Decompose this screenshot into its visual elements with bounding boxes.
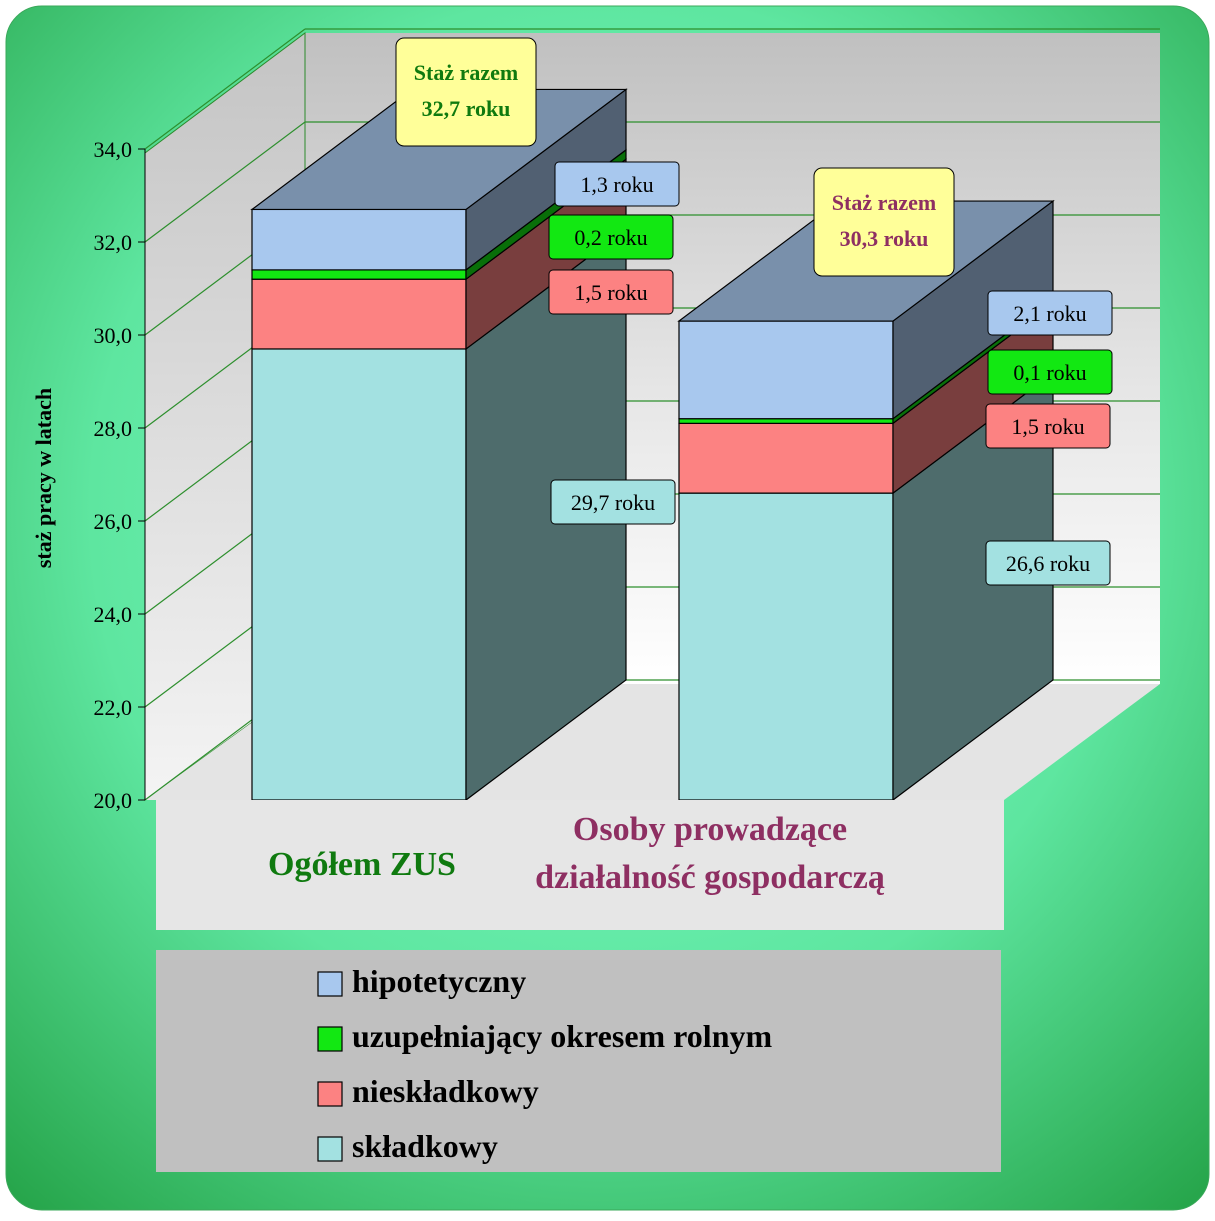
- bar-segment-front: [678, 492, 894, 801]
- bar-segment-front: [678, 418, 894, 424]
- total-callout-value: 32,7 roku: [422, 96, 511, 121]
- data-label: 2,1 roku: [987, 290, 1113, 336]
- bar-stack: [677, 199, 1055, 802]
- legend-item: składkowy: [317, 1128, 498, 1164]
- bar-segment-front: [251, 269, 467, 280]
- legend-swatch: [317, 1081, 343, 1107]
- total-callout-box: [813, 167, 955, 277]
- data-label: 1,3 roku: [554, 161, 680, 207]
- category-label: Osoby prowadzące działalność gospodarczą: [535, 811, 885, 896]
- data-label: 0,1 roku: [987, 349, 1113, 395]
- legend-label: nieskładkowy: [352, 1073, 539, 1109]
- y-tick-label: 24,0: [94, 602, 133, 627]
- y-axis: 20,0 22,0 24,0 26,0 28,0 30,0 32,0 34,0: [94, 137, 146, 813]
- data-label-text: 1,5 roku: [1011, 414, 1084, 439]
- total-callout: Staż razem 30,3 roku: [813, 167, 955, 277]
- y-tick-label: 28,0: [94, 416, 133, 441]
- legend-swatch: [317, 971, 343, 997]
- data-label-text: 1,5 roku: [574, 280, 647, 305]
- legend-item: uzupełniający okresem rolnym: [317, 1018, 772, 1054]
- total-callout: Staż razem 32,7 roku: [395, 37, 537, 147]
- y-tick-label: 30,0: [94, 323, 133, 348]
- bar-segment-front: [251, 278, 467, 350]
- data-label-box: [548, 214, 674, 260]
- bar-segment-front: [678, 422, 894, 494]
- data-label-box: [550, 479, 676, 525]
- data-label-box: [985, 403, 1111, 449]
- data-label: 29,7 roku: [550, 479, 676, 525]
- total-callout-title: Staż razem: [414, 60, 518, 85]
- total-callout-box: [395, 37, 537, 147]
- category-label-panel: Ogółem ZUS Osoby prowadzące działalność go…: [156, 800, 1004, 930]
- gridline-side: [144, 28, 306, 150]
- data-label: 0,2 roku: [548, 214, 674, 260]
- data-label-text: 1,3 roku: [580, 172, 653, 197]
- data-label-text: 29,7 roku: [571, 490, 655, 515]
- category-label-line: Osoby prowadzące: [573, 811, 847, 848]
- legend-background: [156, 950, 1001, 1172]
- legend-swatch: [317, 1026, 343, 1052]
- data-label-box: [987, 349, 1113, 395]
- data-label-text: 0,2 roku: [574, 225, 647, 250]
- data-label-box: [548, 269, 674, 315]
- data-label: 26,6 roku: [985, 540, 1111, 586]
- category-panel-background: [156, 800, 1004, 930]
- data-label-text: 26,6 roku: [1006, 551, 1090, 576]
- legend-label: składkowy: [352, 1128, 498, 1164]
- category-label-line: działalność gospodarczą: [535, 859, 885, 896]
- legend: hipotetyczny uzupełniający okresem rolnym…: [156, 950, 1001, 1172]
- data-label-text: 0,1 roku: [1013, 360, 1086, 385]
- total-callout-value: 30,3 roku: [840, 226, 929, 251]
- legend-label: hipotetyczny: [352, 963, 526, 999]
- bars: [250, 88, 1055, 802]
- y-tick-label: 34,0: [94, 137, 133, 162]
- y-tick-label: 32,0: [94, 230, 133, 255]
- category-label: Ogółem ZUS: [268, 846, 456, 883]
- data-label-box: [554, 161, 680, 207]
- total-callout-title: Staż razem: [832, 190, 936, 215]
- legend-item: nieskładkowy: [317, 1073, 539, 1109]
- bar-segment-front: [251, 208, 467, 271]
- data-label-text: 2,1 roku: [1013, 301, 1086, 326]
- bar-segment-front: [251, 348, 467, 801]
- data-label: 1,5 roku: [985, 403, 1111, 449]
- y-tick-label: 26,0: [94, 509, 133, 534]
- data-label: 1,5 roku: [548, 269, 674, 315]
- legend-item: hipotetyczny: [317, 963, 526, 999]
- legend-swatch: [317, 1136, 343, 1162]
- y-tick-label: 22,0: [94, 695, 133, 720]
- data-labels: 29,7 roku 26,6 roku 1,5 roku 1,5 roku 0,2 ro…: [395, 37, 1113, 586]
- y-tick-label: 20,0: [94, 788, 133, 813]
- y-axis-title: staż pracy w latach: [31, 388, 56, 568]
- data-label-box: [985, 540, 1111, 586]
- gridline-side: [144, 121, 306, 243]
- data-label-box: [987, 290, 1113, 336]
- bar-segment-front: [678, 320, 894, 420]
- legend-label: uzupełniający okresem rolnym: [352, 1018, 772, 1054]
